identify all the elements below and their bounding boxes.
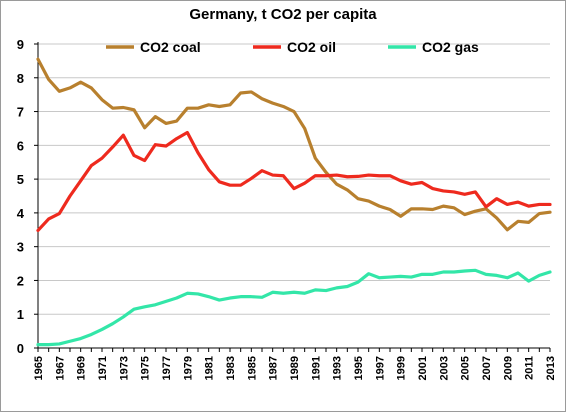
x-tick-label: 2001 (417, 356, 429, 380)
series-line-co2-oil (36, 130, 552, 233)
axes (37, 42, 550, 349)
y-tick-label: 3 (17, 240, 24, 255)
x-tick-label: 1965 (33, 356, 45, 380)
x-tick-label: 1977 (161, 356, 173, 380)
y-tick-label: 0 (17, 341, 24, 356)
x-tick-label: 1967 (54, 356, 66, 380)
y-tick-label: 2 (17, 273, 24, 288)
x-tick-label: 1991 (310, 356, 322, 380)
y-tick-label: 9 (17, 37, 24, 52)
x-tick-label: 1971 (97, 356, 109, 380)
x-tick-label: 2013 (545, 356, 557, 380)
series-line-co2-coal (36, 57, 552, 232)
legend-label-co2-gas: CO2 gas (422, 39, 479, 55)
y-tick-label: 7 (17, 105, 24, 120)
series-line-co2-gas (36, 268, 552, 347)
x-tick-label: 1985 (246, 356, 258, 380)
x-tick-label: 1989 (289, 356, 301, 380)
x-tick-label: 2005 (460, 356, 472, 380)
x-tick-label: 1983 (225, 356, 237, 380)
y-tick-label: 5 (17, 172, 24, 187)
x-tick-label: 1969 (76, 356, 88, 380)
y-tick-label: 6 (17, 138, 24, 153)
y-tick-label: 8 (17, 71, 24, 86)
x-tick-label: 1993 (332, 356, 344, 380)
y-tick-label: 1 (17, 307, 24, 322)
x-tick-label: 2009 (502, 356, 514, 380)
x-tick-label: 1987 (268, 356, 280, 380)
x-tick-label: 2007 (481, 356, 493, 380)
gridlines (38, 43, 550, 315)
legend-label-co2-coal: CO2 coal (140, 39, 201, 55)
x-tick-label: 1979 (182, 356, 194, 380)
legend-label-co2-oil: CO2 oil (287, 39, 336, 55)
x-tick-label: 1995 (353, 356, 365, 380)
x-tick-label: 2011 (524, 356, 536, 380)
x-tick-label: 1999 (396, 356, 408, 380)
x-tick-label: 1975 (140, 356, 152, 380)
series-lines (36, 57, 552, 347)
x-tick-label: 1997 (374, 356, 386, 380)
x-axis-ticks: 1965 1967 1969 1971 1973 1975 1977 1979 1981 1983… (33, 348, 557, 380)
y-axis-ticks: 0 1 2 3 4 5 6 7 8 9 (17, 37, 38, 356)
x-tick-label: 2003 (438, 356, 450, 380)
legend: CO2 coal CO2 oil CO2 gas (106, 39, 479, 55)
x-tick-label: 1973 (118, 356, 130, 380)
x-tick-label: 1981 (204, 356, 216, 380)
chart-title: Germany, t CO2 per capita (189, 6, 377, 23)
y-tick-label: 4 (17, 206, 25, 221)
